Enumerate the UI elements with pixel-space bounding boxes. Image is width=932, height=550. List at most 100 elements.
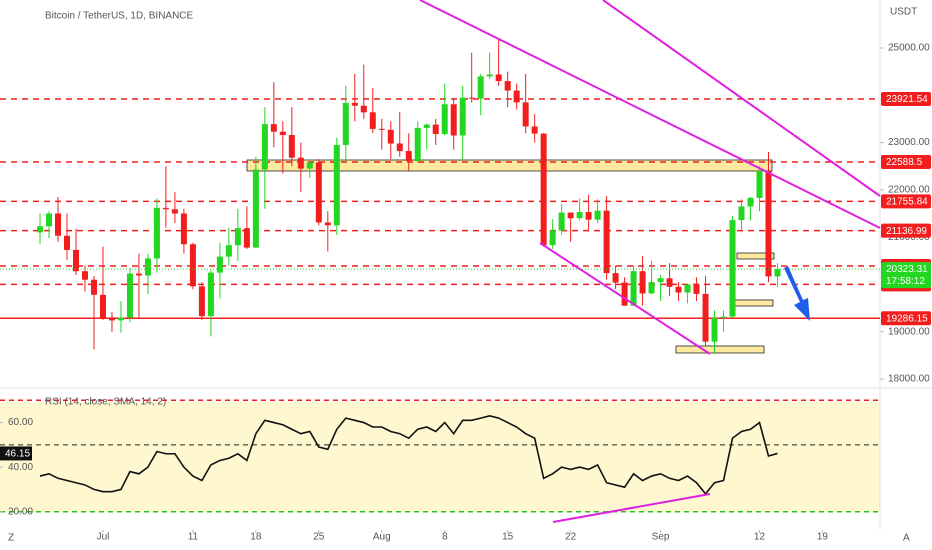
candle-body [702, 293, 709, 342]
candle-body [171, 209, 178, 214]
candle-body [189, 244, 196, 287]
candle-body [657, 278, 664, 283]
x-tick-label: Aug [373, 532, 391, 543]
countdown: 17:58:12 [886, 276, 925, 287]
candle-body [486, 74, 493, 77]
candle-body [162, 207, 169, 210]
candle-body [396, 143, 403, 152]
current-price-box [881, 262, 931, 289]
rsi-band [0, 402, 880, 512]
candle-body [108, 317, 115, 321]
candle-body [522, 102, 529, 127]
candle-body [126, 273, 133, 318]
candle-body [225, 245, 232, 257]
candle-body [288, 135, 295, 158]
rsi-tick-label: 40.00 [8, 462, 33, 473]
candle-body [675, 286, 682, 293]
candle-body [765, 170, 772, 277]
candle-body [711, 318, 718, 342]
candle-body [117, 317, 124, 321]
candle-body [207, 272, 214, 317]
chart-title: Bitcoin / TetherUS, 1D, BINANCE [45, 11, 194, 22]
rsi-tick-label: 60.00 [8, 417, 33, 428]
candle-body [738, 206, 745, 221]
candle-body [549, 230, 556, 246]
candle-body [414, 127, 421, 162]
candle-body [567, 212, 574, 219]
zone-box [736, 252, 775, 260]
candle-body [531, 126, 538, 134]
candle-body [252, 169, 259, 248]
candle-body [612, 273, 619, 283]
candle-body [135, 273, 142, 276]
candle-body [369, 112, 376, 129]
candle-body [603, 210, 610, 274]
candle-body [648, 282, 655, 294]
level-label: 22588.5 [886, 157, 923, 168]
candle-body [504, 81, 511, 91]
current-price-label: 20323.31 [886, 264, 928, 275]
candle-body [297, 157, 304, 169]
candle-body [594, 210, 601, 220]
currency-label: USDT [890, 7, 917, 18]
footer-right[interactable]: A [903, 533, 910, 544]
candle-body [468, 97, 475, 99]
candle-body [441, 104, 448, 135]
candle-body [774, 269, 781, 277]
candle-body [72, 249, 79, 272]
x-tick-label: 8 [442, 532, 448, 543]
level-label-box [881, 91, 931, 106]
candle-body [729, 220, 736, 317]
candle-body [378, 128, 385, 130]
candle-body [46, 213, 53, 227]
candle-body [180, 213, 187, 245]
candle-body [243, 228, 250, 248]
candle-body [756, 170, 763, 198]
rsi-value-label: 46.15 [5, 449, 30, 460]
candle-body [540, 133, 547, 246]
y-tick-label: 18000.00 [888, 374, 930, 385]
candle-body [720, 316, 727, 319]
arrow [784, 266, 810, 321]
candle-body [423, 124, 430, 128]
candle-body [621, 282, 628, 306]
level-label: 19286.15 [886, 313, 928, 324]
candle-body [360, 105, 367, 113]
candle-body [333, 144, 340, 226]
candle-body [216, 256, 223, 273]
level-label: 21755.84 [886, 197, 928, 208]
level-label: 23921.54 [886, 94, 928, 105]
level-label: 21136.99 [886, 226, 927, 237]
candle-body [405, 151, 412, 162]
rsi-line [39, 415, 778, 496]
y-tick-label: 25000.00 [888, 43, 930, 54]
x-tick-label: 11 [188, 532, 199, 543]
candle-body [342, 102, 349, 145]
candle-body [37, 226, 44, 233]
candle-body [306, 162, 313, 169]
candle-body [351, 102, 358, 106]
candle-body [684, 284, 691, 293]
trendline [552, 493, 711, 523]
x-tick-label: 22 [565, 532, 577, 543]
footer-left[interactable]: Z [8, 533, 14, 544]
candle-body [234, 228, 241, 246]
level-label-box [881, 311, 931, 326]
candle-body [198, 286, 205, 317]
zone-box [730, 299, 774, 307]
candle-body [495, 74, 502, 82]
candle-body [99, 294, 106, 318]
trendline [602, 0, 881, 197]
candle-body [90, 279, 97, 295]
candle-body [315, 162, 322, 223]
x-tick-label: 25 [313, 532, 325, 543]
candle-body [270, 124, 277, 132]
x-tick-label: Jul [97, 532, 110, 543]
candle-body [387, 129, 394, 144]
candle-body [459, 97, 466, 136]
zone-box [246, 159, 773, 172]
level-label-box [881, 223, 931, 238]
trendline [539, 242, 711, 355]
level-label-box [881, 194, 931, 209]
